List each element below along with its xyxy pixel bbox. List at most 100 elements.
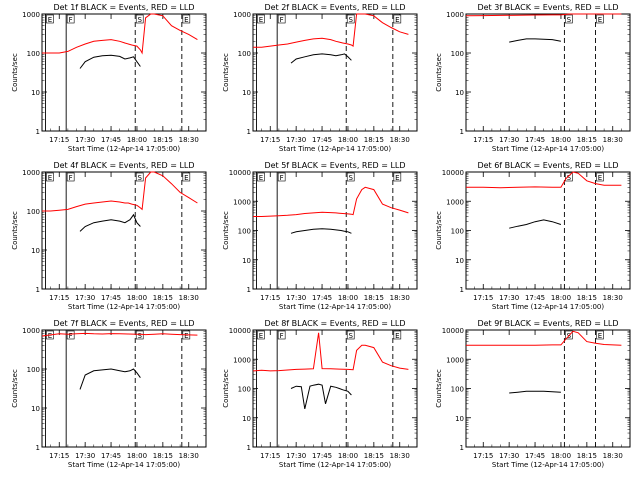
marker-box bbox=[46, 172, 54, 182]
panel-title: Det 9f BLACK = Events, RED = LLD bbox=[477, 319, 618, 328]
y-tick-label: 10 bbox=[242, 415, 251, 423]
panel-title: Det 6f BLACK = Events, RED = LLD bbox=[477, 161, 618, 170]
y-axis-label: Counts/sec bbox=[435, 211, 443, 250]
series-line-lld bbox=[466, 171, 622, 189]
y-tick-label: 1 bbox=[460, 444, 464, 452]
x-axis-label: Start Time (12-Apr-14 17:05:00) bbox=[492, 145, 604, 153]
x-axis-label: Start Time (12-Apr-14 17:05:00) bbox=[279, 145, 391, 153]
x-tick-label: 18:30 bbox=[603, 452, 623, 460]
y-tick-label: 100 bbox=[27, 50, 40, 58]
y-tick-label: 100 bbox=[27, 208, 40, 216]
x-axis-label: Start Time (12-Apr-14 17:05:00) bbox=[492, 461, 604, 469]
marker-label: S bbox=[137, 332, 142, 340]
panel-det-8: Det 8f BLACK = Events, RED = LLD 1 10 100 10… bbox=[222, 319, 418, 469]
x-tick-label: 17:45 bbox=[312, 294, 332, 302]
marker-box bbox=[277, 330, 286, 340]
x-tick-label: 17:45 bbox=[312, 136, 332, 144]
x-axis-label: Start Time (12-Apr-14 17:05:00) bbox=[68, 303, 180, 311]
x-tick-label: 18:00 bbox=[551, 136, 571, 144]
marker-box bbox=[182, 14, 191, 24]
y-tick-label: 1000 bbox=[446, 356, 464, 364]
x-tick-label: 18:00 bbox=[338, 294, 358, 302]
marker-box bbox=[135, 172, 144, 182]
marker-label: S bbox=[348, 332, 353, 340]
marker-label: E bbox=[598, 16, 602, 24]
marker-label: E bbox=[259, 16, 263, 24]
marker-label: E bbox=[259, 174, 263, 182]
x-tick-label: 17:45 bbox=[101, 452, 121, 460]
x-axis-label: Start Time (12-Apr-14 17:05:00) bbox=[68, 145, 180, 153]
y-tick-label: 10 bbox=[242, 257, 251, 265]
marker-box bbox=[393, 14, 402, 24]
y-axis-label: Counts/sec bbox=[222, 53, 230, 92]
y-tick-label: 1 bbox=[460, 286, 464, 294]
x-tick-label: 17:30 bbox=[75, 136, 95, 144]
panel-det-3: Det 3f BLACK = Events, RED = LLD 1 10 100 10… bbox=[435, 3, 631, 153]
plot-frame bbox=[41, 171, 207, 290]
marker-box bbox=[596, 330, 604, 340]
marker-label: S bbox=[348, 16, 353, 24]
marker-label: F bbox=[280, 16, 284, 24]
x-tick-label: 17:30 bbox=[286, 294, 306, 302]
marker-box bbox=[66, 14, 75, 24]
marker-box bbox=[182, 172, 191, 182]
y-tick-label: 10000 bbox=[442, 327, 464, 335]
marker-label: E bbox=[598, 174, 602, 182]
marker-box bbox=[565, 14, 573, 24]
x-tick-label: 17:15 bbox=[473, 136, 493, 144]
x-tick-label: 17:15 bbox=[49, 136, 69, 144]
series-line-lld bbox=[42, 13, 198, 55]
y-tick-label: 1000 bbox=[233, 11, 251, 19]
panel-det-4: Det 4f BLACK = Events, RED = LLD 1 10 100 10… bbox=[11, 161, 207, 311]
y-tick-label: 100 bbox=[238, 386, 251, 394]
y-axis-label: Counts/sec bbox=[222, 369, 230, 408]
series-line-events bbox=[509, 219, 562, 229]
x-tick-label: 18:00 bbox=[551, 452, 571, 460]
series-line-lld bbox=[252, 332, 409, 372]
marker-label: S bbox=[137, 16, 142, 24]
y-tick-label: 1000 bbox=[446, 198, 464, 206]
x-tick-label: 17:30 bbox=[499, 452, 519, 460]
x-tick-label: 18:15 bbox=[577, 136, 597, 144]
marker-label: E bbox=[48, 174, 52, 182]
x-tick-label: 18:00 bbox=[338, 136, 358, 144]
marker-box bbox=[346, 14, 355, 24]
y-axis-label: Counts/sec bbox=[222, 211, 230, 250]
x-axis-label: Start Time (12-Apr-14 17:05:00) bbox=[279, 303, 391, 311]
x-tick-label: 17:30 bbox=[75, 294, 95, 302]
x-tick-label: 18:00 bbox=[551, 294, 571, 302]
marker-label: E bbox=[598, 332, 602, 340]
y-tick-label: 1 bbox=[247, 128, 251, 136]
x-tick-label: 17:30 bbox=[75, 452, 95, 460]
x-axis-label: Start Time (12-Apr-14 17:05:00) bbox=[68, 461, 180, 469]
marker-label: E bbox=[184, 16, 188, 24]
x-tick-label: 17:15 bbox=[473, 294, 493, 302]
x-tick-label: 18:30 bbox=[603, 294, 623, 302]
x-tick-label: 18:00 bbox=[127, 452, 147, 460]
marker-box bbox=[46, 14, 54, 24]
series-line-events bbox=[79, 54, 141, 69]
panel-title: Det 2f BLACK = Events, RED = LLD bbox=[264, 3, 405, 12]
panel-det-6: Det 6f BLACK = Events, RED = LLD 1 10 100 10… bbox=[435, 161, 631, 311]
marker-box bbox=[346, 330, 355, 340]
x-tick-label: 17:15 bbox=[49, 452, 69, 460]
x-tick-label: 17:15 bbox=[260, 294, 280, 302]
y-tick-label: 1 bbox=[36, 128, 40, 136]
x-tick-label: 18:00 bbox=[127, 136, 147, 144]
panel-title: Det 5f BLACK = Events, RED = LLD bbox=[264, 161, 405, 170]
y-tick-label: 10 bbox=[31, 405, 40, 413]
marker-box bbox=[257, 330, 265, 340]
y-tick-label: 10 bbox=[242, 89, 251, 97]
marker-label: S bbox=[567, 174, 572, 182]
series-line-events bbox=[290, 53, 352, 64]
x-tick-label: 17:15 bbox=[260, 452, 280, 460]
x-tick-label: 18:30 bbox=[390, 136, 410, 144]
x-tick-label: 18:00 bbox=[127, 294, 147, 302]
y-tick-label: 1000 bbox=[446, 11, 464, 19]
y-tick-label: 1 bbox=[247, 444, 251, 452]
y-tick-label: 1000 bbox=[22, 169, 40, 177]
y-tick-label: 1000 bbox=[233, 356, 251, 364]
marker-label: F bbox=[280, 174, 284, 182]
marker-box bbox=[393, 172, 402, 182]
